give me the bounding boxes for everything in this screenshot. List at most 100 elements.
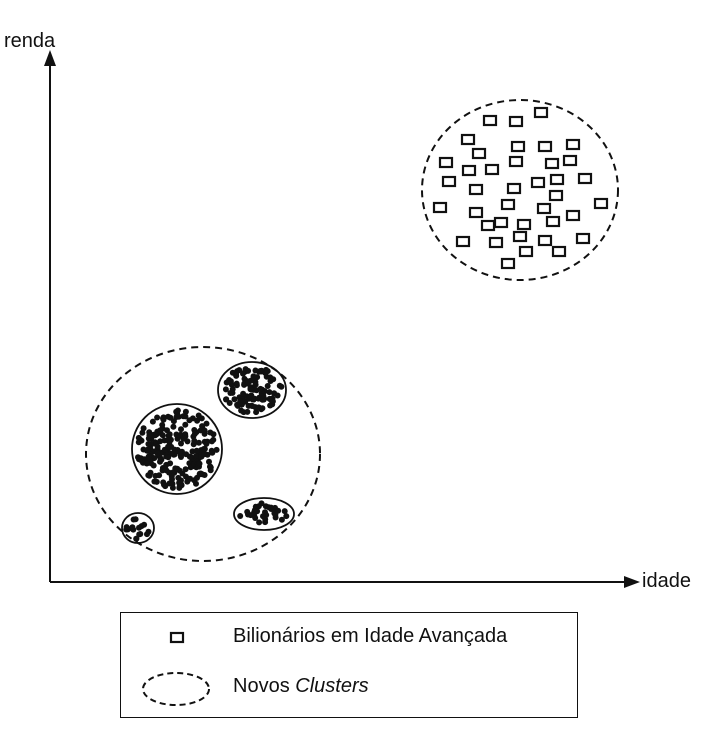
dot-marker xyxy=(237,513,244,519)
square-marker xyxy=(562,154,578,167)
subcluster-small-boundary xyxy=(121,512,155,544)
legend-item-new-clusters: Novos Clusters xyxy=(121,667,577,707)
square-marker xyxy=(537,234,553,247)
dot-marker xyxy=(160,415,166,422)
x-axis-arrowhead xyxy=(624,576,640,588)
dot-marker xyxy=(161,437,168,444)
dot-marker xyxy=(247,386,254,393)
dot-marker xyxy=(207,463,214,470)
dot-marker xyxy=(150,462,157,469)
dot-marker xyxy=(256,519,263,526)
dot-marker xyxy=(258,500,265,507)
square-marker xyxy=(460,133,476,146)
dot-marker xyxy=(244,508,251,515)
square-marker xyxy=(480,219,496,232)
dot-marker xyxy=(245,395,252,402)
dot-marker xyxy=(141,521,148,528)
square-marker xyxy=(536,202,552,215)
dot-marker xyxy=(161,446,168,453)
dot-marker xyxy=(173,408,180,415)
square-marker xyxy=(533,106,549,119)
dot-marker xyxy=(146,432,153,439)
legend-label-billionaires: Bilionários em Idade Avançada xyxy=(233,625,508,647)
dot-marker xyxy=(157,427,164,434)
billionaire-markers xyxy=(432,106,609,270)
dot-marker xyxy=(264,383,271,389)
square-marker xyxy=(549,173,565,186)
dot-marker xyxy=(180,413,187,420)
dot-marker xyxy=(175,434,182,441)
dot-marker xyxy=(240,390,247,397)
dot-marker xyxy=(272,511,279,518)
square-marker xyxy=(484,163,500,176)
dot-marker xyxy=(193,453,199,460)
square-marker xyxy=(508,155,524,168)
square-marker xyxy=(500,198,516,211)
square-marker xyxy=(530,176,546,189)
dot-marker xyxy=(259,405,266,412)
square-marker xyxy=(455,235,471,248)
billionaire-cluster-boundary xyxy=(421,99,619,281)
legend-label-new-clusters: Novos Clusters xyxy=(233,675,369,698)
dot-marker xyxy=(257,385,264,392)
dot-marker xyxy=(182,431,189,438)
square-marker xyxy=(545,215,561,228)
x-axis-label: idade xyxy=(642,570,691,592)
square-marker xyxy=(438,156,454,169)
y-axis-label: renda xyxy=(4,30,56,52)
dot-marker xyxy=(201,451,208,458)
dot-marker xyxy=(154,443,161,450)
dot-marker xyxy=(160,479,167,486)
dashed-ellipse-icon xyxy=(142,672,210,706)
y-axis-arrowhead xyxy=(44,50,56,66)
legend: Bilionários em Idade Avançada Novos Clus… xyxy=(120,612,578,718)
dot-marker xyxy=(143,460,150,467)
dot-marker xyxy=(195,412,202,419)
square-marker xyxy=(488,236,504,249)
dot-marker xyxy=(240,370,246,377)
dot-marker xyxy=(253,409,260,416)
dot-marker xyxy=(259,396,266,403)
dot-marker xyxy=(182,408,189,415)
dot-marker xyxy=(176,484,183,491)
dot-marker xyxy=(278,383,285,390)
dot-marker xyxy=(231,396,238,403)
dot-marker xyxy=(135,439,142,446)
dot-marker xyxy=(229,386,236,393)
dot-marker xyxy=(262,516,269,523)
dot-marker xyxy=(269,398,276,405)
dot-marker xyxy=(250,373,257,380)
square-marker xyxy=(510,140,526,153)
dot-marker xyxy=(144,531,150,538)
dot-marker xyxy=(133,535,140,542)
dot-marker xyxy=(165,454,172,461)
subcluster-bottom-right-boundary xyxy=(233,497,295,531)
dot-marker xyxy=(123,524,130,531)
dot-marker xyxy=(237,398,244,405)
square-marker xyxy=(518,245,534,258)
dot-marker xyxy=(252,367,259,374)
dot-marker xyxy=(139,429,146,436)
dot-marker xyxy=(233,380,240,387)
dot-marker xyxy=(252,503,259,510)
dot-marker xyxy=(196,460,203,467)
dot-marker xyxy=(166,431,173,438)
dot-marker xyxy=(244,408,251,415)
dot-marker xyxy=(154,450,161,457)
dot-marker xyxy=(270,376,277,383)
dot-marker xyxy=(170,418,177,425)
dot-marker xyxy=(278,516,285,523)
dot-marker xyxy=(266,389,273,396)
dot-marker xyxy=(137,531,144,537)
dot-marker xyxy=(193,447,200,454)
dot-marker xyxy=(147,469,154,476)
dot-marker xyxy=(182,421,189,428)
dot-marker xyxy=(262,503,269,510)
dot-marker xyxy=(191,477,198,484)
dot-marker xyxy=(154,414,161,421)
square-marker xyxy=(516,218,532,231)
square-marker xyxy=(500,257,516,270)
dot-marker xyxy=(130,516,137,523)
square-marker xyxy=(548,189,564,202)
square-marker xyxy=(575,232,591,245)
